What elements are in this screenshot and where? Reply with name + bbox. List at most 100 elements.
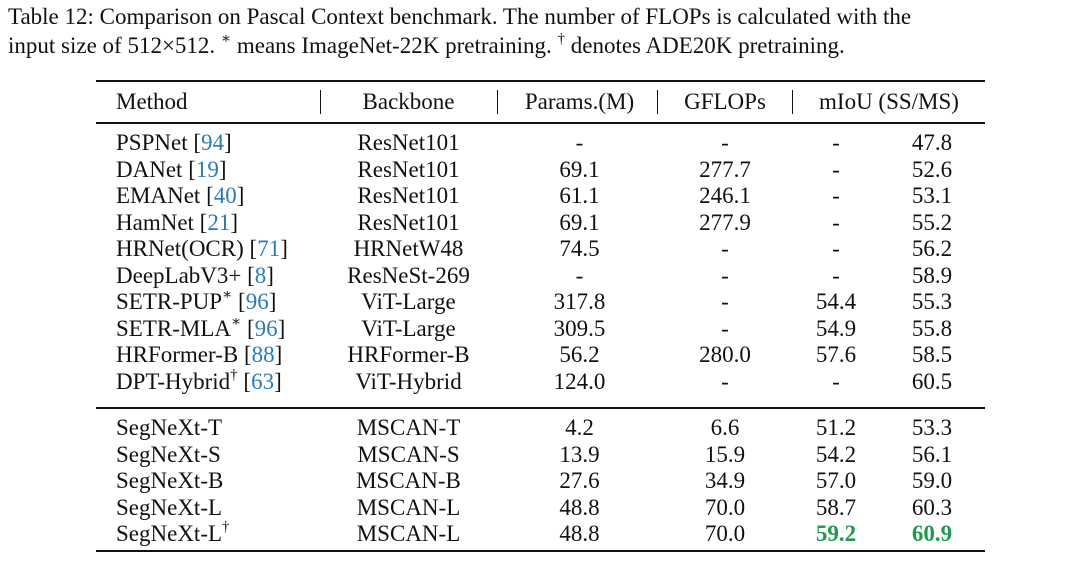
params-cell: 61.1 [559, 183, 600, 208]
citation-link[interactable]: 40 [213, 183, 237, 208]
gflops-cell: - [721, 236, 729, 261]
method-name: PSPNet [116, 130, 188, 155]
miou-ms-cell: 52.6 [911, 156, 953, 182]
citation-link[interactable]: 8 [254, 262, 267, 288]
gflops-cell: 15.9 [704, 441, 746, 467]
params-cell: 69.1 [559, 156, 600, 182]
backbone-cell: ViT-Large [361, 315, 456, 341]
method-name: SegNeXt-L [116, 494, 223, 520]
header-separator [657, 90, 658, 114]
header-gflops: GFLOPs [684, 89, 766, 114]
method-name: DPT-Hybrid [116, 368, 231, 394]
miou-ss-cell: - [832, 183, 840, 208]
gflops-cell: 34.9 [704, 468, 746, 493]
method-name: EMANet [116, 183, 201, 208]
header-separator [792, 90, 793, 114]
backbone-cell: HRNetW48 [353, 236, 464, 261]
method-name: SegNeXt-S [116, 441, 221, 467]
params-cell: 4.2 [565, 415, 594, 440]
gflops-cell: 70.0 [704, 494, 746, 520]
section-rule [96, 407, 985, 409]
gflops-cell: 246.1 [699, 183, 751, 208]
method-name: HRNet(OCR) [116, 236, 244, 261]
citation-link[interactable]: 71 [257, 236, 281, 261]
method-cell: HRFormer-B [88] [116, 342, 283, 367]
miou-ss-cell: 59.2 [815, 521, 857, 546]
backbone-cell: MSCAN-S [357, 441, 460, 467]
method-marker: † [222, 519, 230, 536]
miou-ss-cell: - [832, 236, 840, 261]
method-cell: SegNeXt-L† [116, 519, 230, 547]
caption-dagger-meaning: denotes ADE20K pretraining. [570, 33, 845, 58]
method-cell: SegNeXt-L [116, 495, 222, 521]
miou-ss-cell: - [832, 209, 840, 235]
miou-ss-cell: 51.2 [815, 415, 857, 440]
backbone-cell: HRFormer-B [347, 342, 470, 367]
caption-input-size: input size of 512×512. [8, 33, 216, 58]
backbone-cell: ResNeSt-269 [347, 262, 470, 288]
miou-ss-cell: 54.2 [815, 441, 857, 467]
header-params: Params.(M) [524, 89, 635, 114]
backbone-cell: ViT-Hybrid [355, 368, 462, 394]
params-cell: 309.5 [553, 315, 606, 341]
bottom-rule [96, 550, 985, 552]
method-cell: SETR-MLA∗ [96] [116, 313, 286, 341]
gflops-cell: - [721, 315, 729, 341]
gflops-cell: - [721, 130, 729, 155]
miou-ms-cell: 56.2 [911, 236, 953, 261]
miou-ss-cell: - [832, 156, 840, 182]
method-cell: SETR-PUP∗ [96] [116, 287, 277, 314]
citation-link[interactable]: 63 [251, 368, 275, 394]
citation-link[interactable]: 88 [251, 342, 275, 367]
citation-link[interactable]: 96 [245, 289, 269, 314]
header-separator [320, 90, 321, 114]
miou-ms-cell: 53.1 [911, 183, 953, 208]
method-name: DeepLabV3+ [116, 262, 242, 288]
caption-star-meaning: means ImageNet-22K pretraining. [236, 33, 552, 58]
gflops-cell: 277.9 [699, 209, 751, 235]
miou-ms-cell: 58.9 [911, 262, 953, 288]
params-cell: 124.0 [553, 368, 606, 394]
header-separator [497, 90, 498, 114]
params-cell: 27.6 [559, 468, 600, 493]
method-name: SegNeXt-L [116, 521, 223, 546]
miou-ss-cell: 57.0 [815, 468, 857, 493]
method-cell: DeepLabV3+ [8] [116, 262, 274, 288]
gflops-cell: 277.7 [699, 156, 751, 182]
method-marker: ∗ [231, 313, 242, 330]
miou-ms-cell: 60.3 [911, 494, 953, 520]
gflops-cell: 6.6 [710, 415, 740, 440]
params-cell: - [575, 262, 584, 288]
method-cell: PSPNet [94] [116, 130, 232, 155]
method-cell: SegNeXt-S [116, 442, 221, 468]
miou-ms-cell: 60.5 [911, 368, 953, 394]
citation-link[interactable]: 19 [195, 156, 219, 182]
caption-star-marker: ∗ [220, 31, 232, 48]
params-cell: 56.2 [559, 342, 600, 367]
caption-dagger-marker: † [557, 31, 565, 48]
gflops-cell: 70.0 [704, 521, 746, 546]
params-cell: 74.5 [559, 236, 600, 261]
params-cell: 69.1 [559, 209, 600, 235]
method-name: SETR-PUP [116, 289, 223, 314]
caption-line-2: input size of 512×512. ∗ means ImageNet-… [8, 31, 1074, 60]
method-marker: † [230, 366, 238, 383]
gflops-cell: - [721, 262, 729, 288]
miou-ms-cell: 56.1 [911, 441, 953, 467]
method-marker: ∗ [222, 287, 233, 304]
method-name: SETR-MLA [116, 315, 231, 341]
backbone-cell: ResNet101 [357, 209, 460, 235]
method-cell: HRNet(OCR) [71] [116, 236, 288, 261]
miou-ss-cell: 54.9 [815, 315, 857, 341]
params-cell: 317.8 [553, 289, 606, 314]
miou-ms-cell: 58.5 [911, 342, 953, 367]
citation-link[interactable]: 21 [207, 209, 231, 235]
table-caption: Table 12: Comparison on Pascal Context b… [8, 2, 1074, 60]
miou-ms-cell: 47.8 [911, 130, 953, 155]
miou-ms-cell: 53.3 [911, 415, 953, 440]
method-cell: SegNeXt-B [116, 468, 223, 494]
citation-link[interactable]: 96 [254, 315, 278, 341]
citation-link[interactable]: 94 [201, 130, 225, 155]
backbone-cell: MSCAN-L [356, 494, 461, 520]
miou-ms-cell: 60.9 [911, 521, 953, 546]
